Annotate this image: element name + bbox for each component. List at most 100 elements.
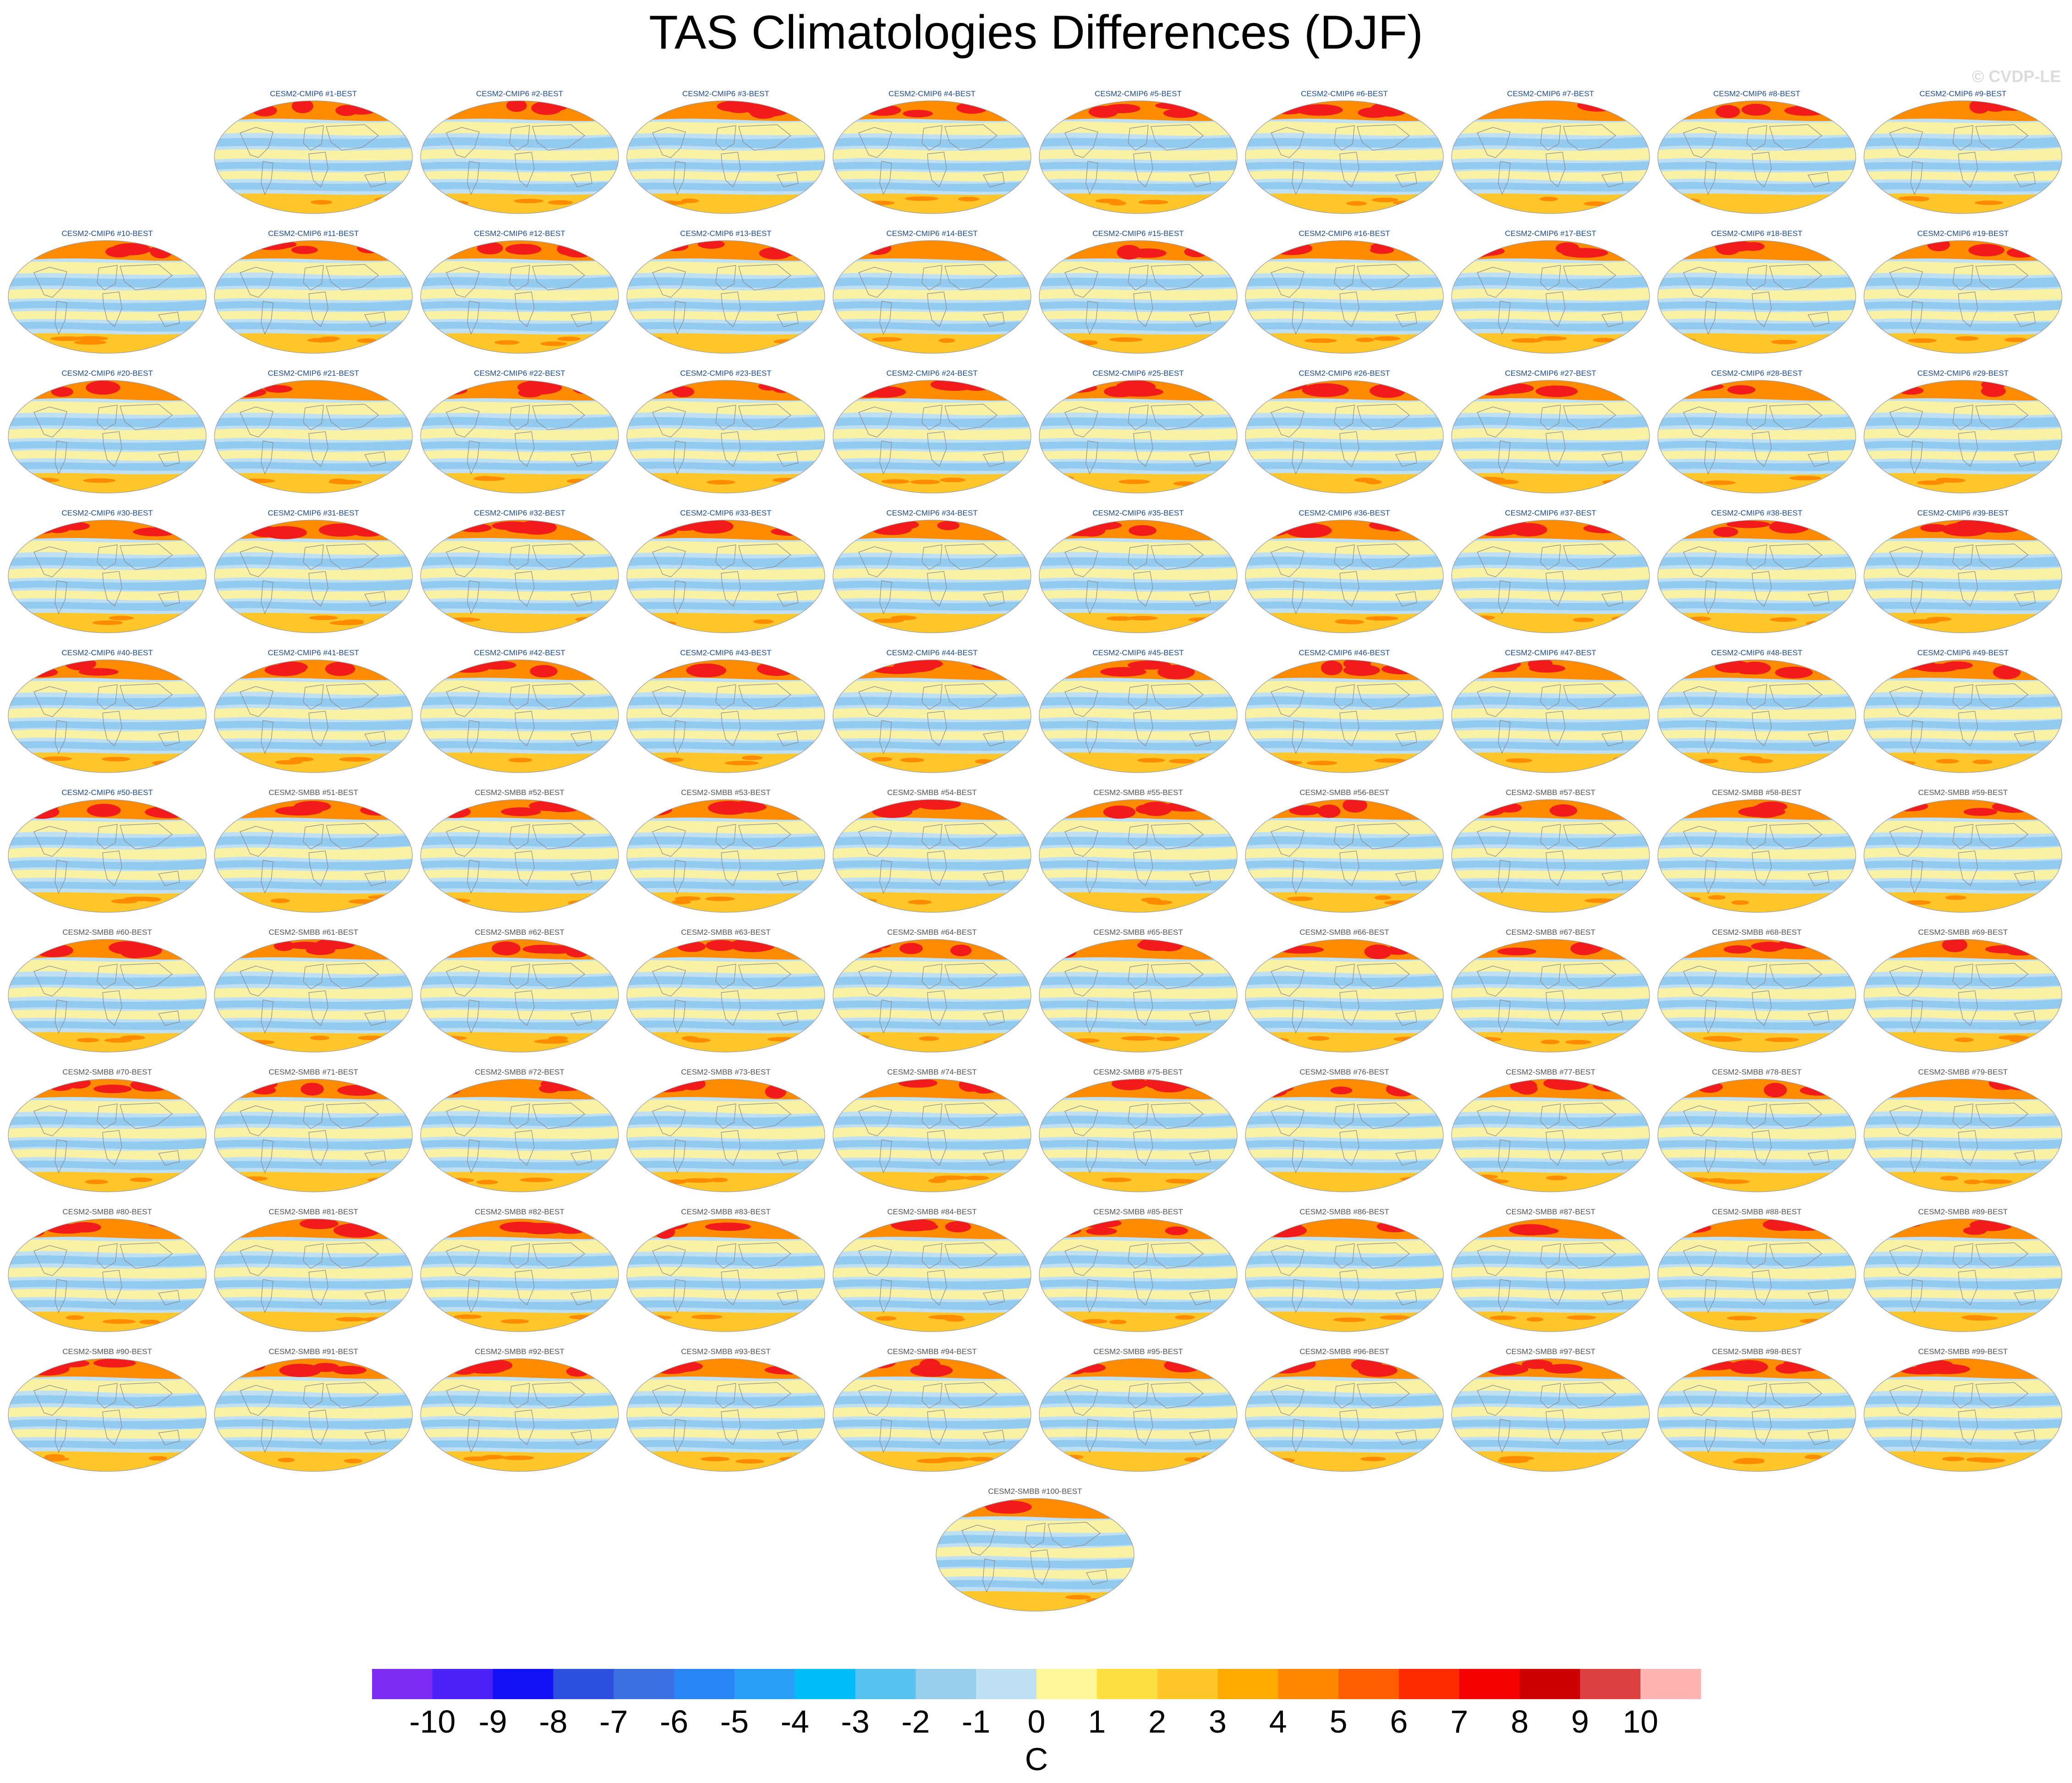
panel-title: CESM2-SMBB #92-BEST	[475, 1347, 565, 1356]
map-panel	[833, 1358, 1031, 1472]
map-panel	[833, 1079, 1031, 1192]
colorbar-tick-label: -7	[599, 1704, 628, 1739]
panel-title: CESM2-SMBB #63-BEST	[681, 928, 771, 937]
map-panel	[1039, 799, 1238, 913]
map-panel	[1657, 240, 1856, 354]
panel-title: CESM2-SMBB #57-BEST	[1506, 788, 1595, 797]
panel-title: CESM2-CMIP6 #22-BEST	[474, 369, 565, 378]
panel-title: CESM2-SMBB #82-BEST	[475, 1207, 565, 1216]
panel-title: CESM2-CMIP6 #37-BEST	[1505, 509, 1596, 517]
map-panel	[626, 520, 825, 633]
map-panel	[420, 939, 619, 1053]
panel-title: CESM2-SMBB #91-BEST	[269, 1347, 358, 1356]
map-panel	[1245, 1218, 1444, 1332]
panel-title: CESM2-SMBB #93-BEST	[681, 1347, 771, 1356]
colorbar-tick-label: -4	[780, 1704, 809, 1739]
map-panel	[626, 1218, 825, 1332]
panel-title: CESM2-CMIP6 #27-BEST	[1505, 369, 1596, 378]
map-panel	[214, 659, 413, 773]
colorbar-swatch	[1036, 1669, 1097, 1699]
map-panel	[1657, 939, 1856, 1053]
map-panel	[8, 1358, 207, 1472]
map-panel	[1657, 799, 1856, 913]
map-panel	[214, 240, 413, 354]
map-panel	[420, 659, 619, 773]
panel-title: CESM2-CMIP6 #16-BEST	[1299, 229, 1390, 238]
panel-title: CESM2-CMIP6 #38-BEST	[1711, 509, 1803, 517]
panel-title: CESM2-CMIP6 #23-BEST	[680, 369, 772, 378]
map-panel	[1864, 1079, 2062, 1192]
colorbar-swatch	[1338, 1669, 1399, 1699]
map-panel	[1657, 1358, 1856, 1472]
map-panel	[1657, 100, 1856, 214]
colorbar-swatch	[1519, 1669, 1580, 1699]
panel-title: CESM2-CMIP6 #1-BEST	[270, 89, 357, 98]
map-panel	[1245, 520, 1444, 633]
panel-title: CESM2-CMIP6 #33-BEST	[680, 509, 772, 517]
colorbar-swatch	[1157, 1669, 1218, 1699]
map-panel	[1657, 520, 1856, 633]
map-panel	[8, 380, 207, 494]
panel-title: CESM2-CMIP6 #3-BEST	[682, 89, 769, 98]
colorbar-swatch	[1217, 1669, 1278, 1699]
map-panel	[1451, 100, 1650, 214]
map-panel	[420, 799, 619, 913]
map-panel	[833, 100, 1031, 214]
map-panel	[1039, 1218, 1238, 1332]
map-panel	[1245, 100, 1444, 214]
panel-title: CESM2-SMBB #60-BEST	[62, 928, 152, 937]
panel-title: CESM2-CMIP6 #30-BEST	[61, 509, 153, 517]
panel-title: CESM2-CMIP6 #17-BEST	[1505, 229, 1596, 238]
panel-title: CESM2-SMBB #76-BEST	[1299, 1068, 1389, 1076]
map-panel	[1657, 659, 1856, 773]
panel-title: CESM2-CMIP6 #11-BEST	[268, 229, 359, 238]
panel-title: CESM2-SMBB #73-BEST	[681, 1068, 771, 1076]
panel-title: CESM2-SMBB #95-BEST	[1093, 1347, 1183, 1356]
map-panel	[1451, 939, 1650, 1053]
map-panel	[833, 380, 1031, 494]
panel-title: CESM2-SMBB #96-BEST	[1299, 1347, 1389, 1356]
colorbar-tick-label: 4	[1269, 1704, 1287, 1739]
panel-title: CESM2-CMIP6 #14-BEST	[886, 229, 978, 238]
panel-title: CESM2-CMIP6 #4-BEST	[888, 89, 976, 98]
colorbar-swatch	[855, 1669, 916, 1699]
map-panel	[833, 939, 1031, 1053]
panel-title: CESM2-CMIP6 #15-BEST	[1092, 229, 1184, 238]
panel-title: CESM2-SMBB #80-BEST	[62, 1207, 152, 1216]
panel-title: CESM2-CMIP6 #40-BEST	[61, 648, 153, 657]
panel-title: CESM2-CMIP6 #12-BEST	[474, 229, 565, 238]
colorbar-swatch	[1278, 1669, 1339, 1699]
panel-title: CESM2-SMBB #90-BEST	[62, 1347, 152, 1356]
panel-title: CESM2-CMIP6 #9-BEST	[1919, 89, 2006, 98]
map-panel	[8, 520, 207, 633]
panel-title: CESM2-SMBB #100-BEST	[988, 1487, 1082, 1496]
panel-title: CESM2-SMBB #84-BEST	[887, 1207, 977, 1216]
map-panel	[420, 1079, 619, 1192]
panel-title: CESM2-SMBB #81-BEST	[269, 1207, 358, 1216]
map-panel	[1245, 240, 1444, 354]
map-panel	[214, 1358, 413, 1472]
colorbar-swatch	[432, 1669, 493, 1699]
panel-title: CESM2-SMBB #70-BEST	[62, 1068, 152, 1076]
map-panel	[1864, 659, 2062, 773]
colorbar-swatch	[976, 1669, 1037, 1699]
map-panel	[1245, 659, 1444, 773]
map-panel	[214, 380, 413, 494]
map-panel	[420, 520, 619, 633]
colorbar-swatch	[493, 1669, 554, 1699]
panel-title: CESM2-SMBB #69-BEST	[1918, 928, 2008, 937]
panel-title: CESM2-SMBB #67-BEST	[1506, 928, 1595, 937]
map-panel	[1864, 1358, 2062, 1472]
panel-title: CESM2-CMIP6 #42-BEST	[474, 648, 565, 657]
map-panel	[1245, 1079, 1444, 1192]
panel-title: CESM2-SMBB #55-BEST	[1093, 788, 1183, 797]
map-panel	[420, 380, 619, 494]
panel-title: CESM2-SMBB #74-BEST	[887, 1068, 977, 1076]
map-panel	[1864, 1218, 2062, 1332]
map-panel	[8, 799, 207, 913]
panel-title: CESM2-SMBB #87-BEST	[1506, 1207, 1595, 1216]
map-panel	[8, 939, 207, 1053]
panel-title: CESM2-CMIP6 #36-BEST	[1299, 509, 1390, 517]
panel-title: CESM2-SMBB #77-BEST	[1506, 1068, 1595, 1076]
map-panel	[1451, 1358, 1650, 1472]
